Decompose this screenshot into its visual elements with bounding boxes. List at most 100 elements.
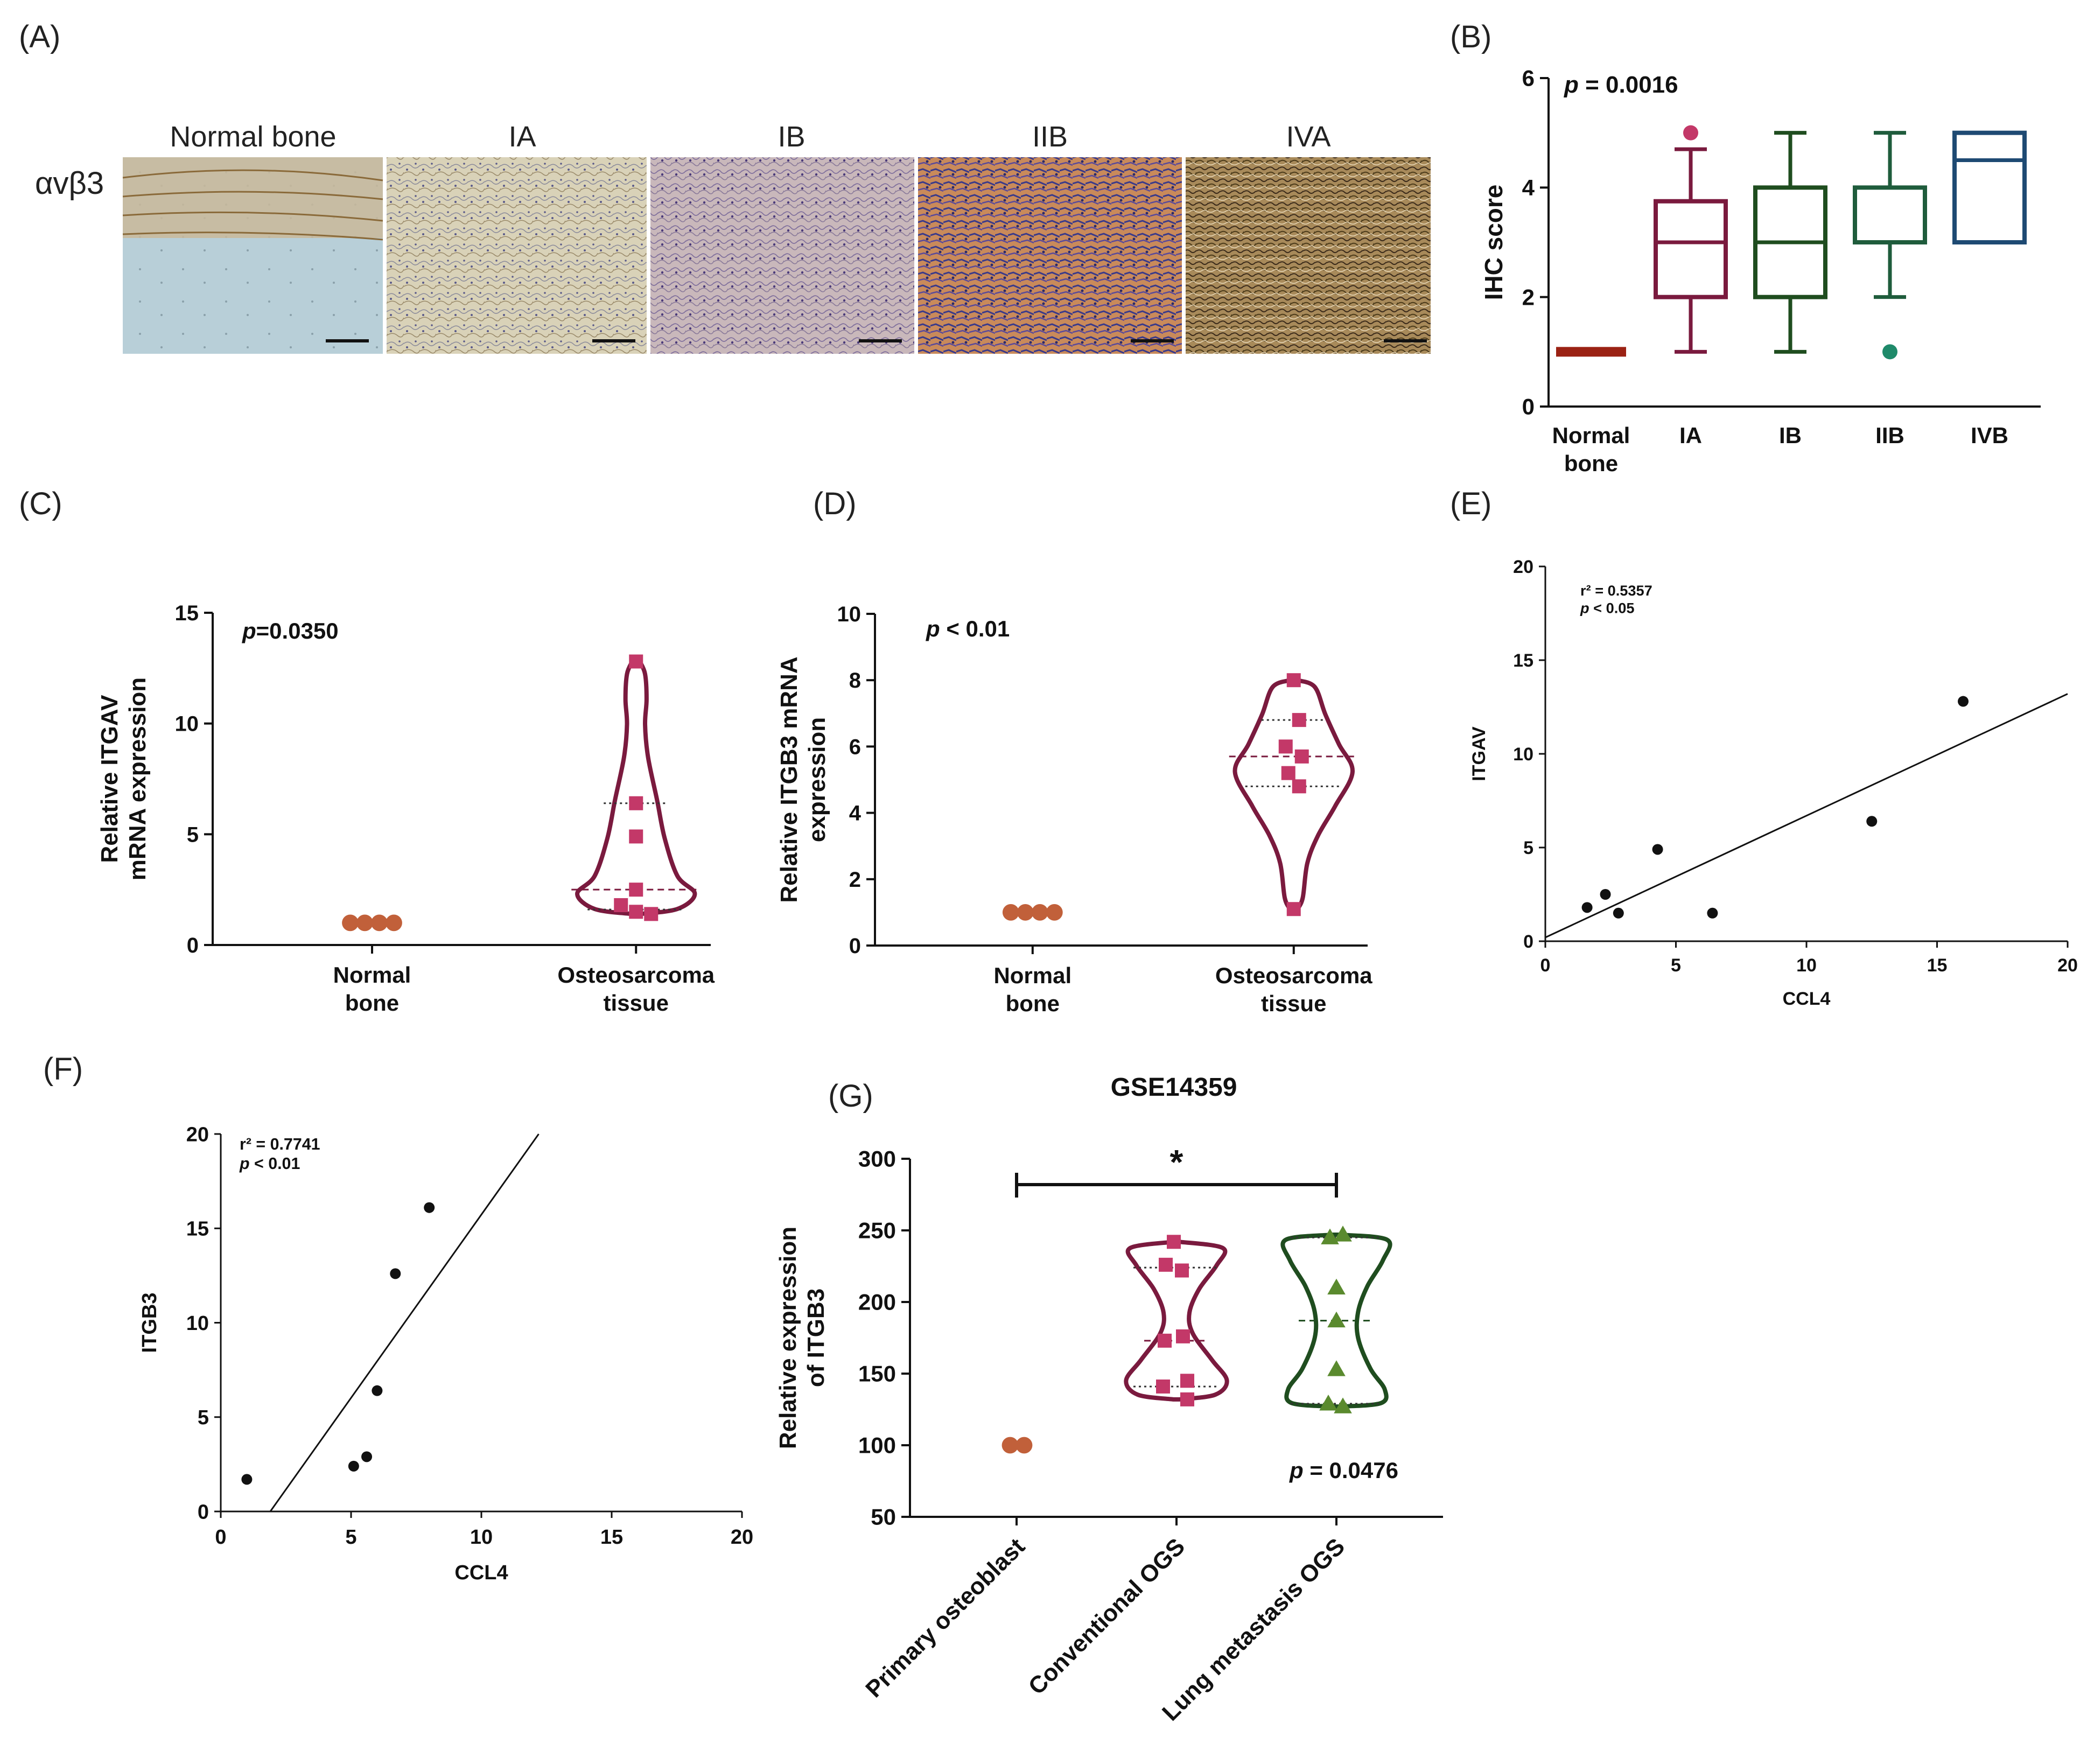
b-category-label: IVB (1971, 423, 2008, 448)
c-point-normal (356, 914, 373, 932)
g-point-conventional (1180, 1374, 1194, 1388)
g-point-lung (1327, 1311, 1346, 1328)
e-x-tick-label: 20 (2057, 955, 2078, 976)
c-y-tick-label: 5 (187, 823, 199, 846)
c-p-value: p=0.0350 (242, 618, 339, 643)
e-point (1600, 889, 1611, 900)
f-point (424, 1202, 435, 1213)
e-x-tick-label: 15 (1927, 955, 1948, 976)
d-point-osteosarcoma (1292, 713, 1306, 727)
d-y-tick-label: 8 (849, 669, 861, 692)
c-category-label: Osteosarcoma (557, 962, 715, 988)
e-y-tick-label: 15 (1513, 650, 1533, 671)
d-point-osteosarcoma (1286, 902, 1301, 916)
f-y-tick-label: 20 (186, 1123, 209, 1146)
panel-label-e: (E) (1450, 486, 1491, 521)
e-y-tick-label: 5 (1523, 838, 1533, 858)
f-x-tick-label: 0 (215, 1526, 226, 1549)
g-y-tick-label: 150 (858, 1361, 896, 1387)
f-x-tick-label: 5 (345, 1526, 356, 1549)
e-point (1613, 907, 1624, 919)
g-category-label: Primary osteoblast (860, 1533, 1030, 1703)
e-point (1958, 696, 1969, 707)
f-point (390, 1268, 401, 1279)
image-label-normal-bone: Normal bone (170, 121, 336, 153)
image-label-iib: IIB (1032, 121, 1068, 153)
g-y-tick-label: 200 (858, 1290, 896, 1315)
c-point-osteosarcoma (614, 898, 628, 912)
d-y-tick-label: 0 (849, 934, 861, 958)
f-point (241, 1474, 253, 1485)
f-x-tick-label: 10 (470, 1526, 493, 1549)
b-y-tick-label: 0 (1522, 394, 1535, 419)
e-fit-line (1545, 693, 2068, 939)
f-y-tick-label: 5 (198, 1406, 209, 1429)
e-xlabel: CCL4 (1783, 989, 1831, 1009)
chart-b-box: 0 2 4 6 IHC score p = 0.0016 Normal bone IA IB IIB… (1480, 66, 2041, 476)
e-point (1707, 907, 1718, 919)
c-y-tick-label: 15 (175, 601, 199, 625)
f-point (372, 1385, 383, 1396)
e-point (1652, 844, 1663, 855)
e-y-tick-label: 10 (1513, 744, 1533, 765)
image-label-ib: IB (778, 121, 805, 153)
b-y-tick-label: 4 (1522, 175, 1535, 200)
ib-histology (650, 157, 914, 354)
g-point-lung (1327, 1360, 1346, 1376)
g-y-tick-label: 300 (858, 1146, 896, 1172)
g-point-lung (1334, 1226, 1352, 1242)
b-category-label: IB (1779, 423, 1802, 448)
e-p-value: p < 0.05 (1580, 599, 1635, 616)
b-outlier (1882, 344, 1897, 360)
panel-label-f: (F) (43, 1052, 83, 1087)
c-y-tick-label: 0 (187, 934, 199, 957)
c-category-label: bone (345, 990, 399, 1016)
e-ylabel: ITGAV (1469, 726, 1489, 781)
f-p-value: p < 0.01 (239, 1154, 300, 1173)
e-y-tick-label: 0 (1523, 932, 1533, 952)
b-outlier (1683, 125, 1698, 141)
c-point-normal (386, 914, 402, 932)
panel-label-a: (A) (19, 19, 60, 54)
g-y-tick-label: 50 (871, 1504, 896, 1530)
g-title: GSE14359 (1111, 1073, 1237, 1102)
e-y-tick-label: 20 (1513, 557, 1533, 577)
d-category-label: tissue (1261, 991, 1326, 1016)
g-point-lung (1319, 1395, 1337, 1411)
f-y-tick-label: 15 (186, 1218, 209, 1241)
f-x-tick-label: 15 (600, 1526, 623, 1549)
g-point-conventional (1176, 1329, 1190, 1343)
g-point-conventional (1175, 1263, 1189, 1278)
f-y-tick-label: 10 (186, 1312, 209, 1335)
d-point-osteosarcoma (1278, 739, 1293, 754)
b-category-label: bone (1564, 451, 1618, 476)
d-point-normal (1031, 904, 1048, 921)
d-point-normal (1017, 904, 1034, 921)
g-point-lung (1334, 1397, 1352, 1413)
e-x-tick-label: 0 (1540, 955, 1551, 976)
b-box (1853, 185, 1927, 245)
g-category-label: Lung metastasis OGS (1157, 1533, 1350, 1726)
b-category-label: IA (1679, 423, 1702, 448)
f-point (348, 1460, 359, 1472)
c-point-osteosarcoma (629, 654, 643, 669)
c-violin (575, 659, 697, 916)
d-category-label: Osteosarcoma (1215, 963, 1372, 988)
g-point-conventional (1156, 1379, 1170, 1394)
c-point-normal (371, 914, 388, 932)
g-category-label: Conventional OGS (1024, 1533, 1190, 1700)
image-label-iva: IVA (1286, 121, 1330, 153)
b-p-value: p = 0.0016 (1564, 72, 1678, 98)
g-significance-star: * (1170, 1143, 1183, 1181)
d-ylabel: expression (804, 717, 830, 842)
c-point-osteosarcoma (629, 905, 643, 919)
g-p-value: p = 0.0476 (1289, 1458, 1398, 1483)
g-point-lung (1327, 1278, 1346, 1294)
e-point (1866, 816, 1878, 827)
g-point-osteoblast (1002, 1437, 1019, 1454)
g-ylabel: Relative expression (775, 1227, 801, 1449)
g-point-conventional (1158, 1333, 1172, 1348)
f-point (361, 1451, 373, 1462)
